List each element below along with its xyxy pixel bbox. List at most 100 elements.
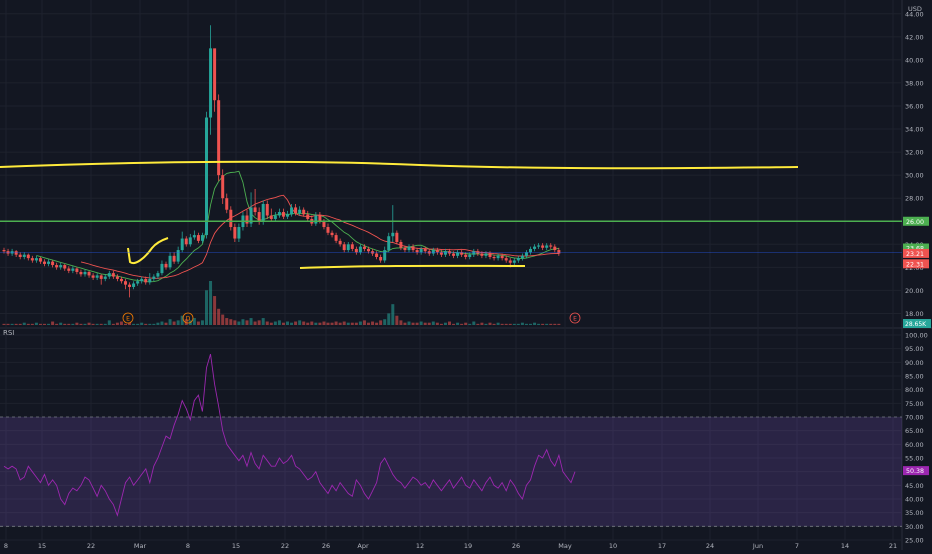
volume-bar: [221, 314, 225, 325]
volume-bar: [184, 319, 188, 325]
volume-bar: [168, 319, 172, 325]
volume-bar: [132, 323, 136, 325]
volume-bar: [379, 320, 383, 325]
rsi-tick-label: 75.00: [905, 400, 924, 408]
volume-bar: [346, 322, 350, 325]
candle-body: [269, 215, 273, 219]
candle-body: [524, 252, 528, 256]
price-label-box: [903, 216, 929, 226]
volume-bar: [443, 322, 447, 325]
candle-body: [326, 227, 330, 233]
price-tick-label: 32.00: [905, 149, 924, 157]
volume-bar: [213, 296, 217, 325]
volume-bar: [387, 313, 391, 325]
candle-body: [253, 207, 257, 213]
candle-body: [290, 207, 294, 215]
volume-bar: [403, 322, 407, 325]
time-tick-label: 14: [841, 542, 849, 550]
candle-body: [132, 283, 136, 287]
candle-body: [557, 250, 561, 254]
volume-bar: [79, 323, 83, 325]
price-label-text: 22.31: [906, 261, 924, 268]
candle-body: [160, 263, 164, 274]
candle-body: [22, 254, 26, 257]
volume-bar: [358, 321, 362, 325]
candle-body: [375, 253, 379, 257]
candle-body: [431, 250, 435, 254]
price-label-box: [903, 243, 929, 253]
volume-bar: [549, 323, 553, 325]
candle-body: [257, 212, 261, 222]
candle-body: [443, 251, 447, 255]
candle-body: [314, 215, 318, 224]
volume-bar: [205, 290, 208, 325]
candle-body: [67, 268, 71, 271]
volume-bar: [136, 323, 140, 325]
volume-bar: [367, 322, 370, 325]
event-marker-label: D: [186, 316, 191, 323]
candle-body: [14, 251, 18, 255]
volume-bar: [557, 323, 561, 325]
volume-bar: [338, 322, 342, 325]
candle-body: [152, 276, 156, 279]
volume-bar: [38, 323, 42, 325]
candle-body: [456, 252, 460, 256]
price-tick-label: 36.00: [905, 102, 924, 110]
candle-body: [156, 273, 160, 277]
volume-bar: [484, 323, 488, 325]
volume-bar: [63, 323, 67, 325]
volume-bar: [26, 323, 30, 325]
yellow-small-curve: [127, 237, 169, 264]
volume-bar: [160, 321, 164, 325]
candle-body: [439, 252, 443, 255]
price-tick-label: 44.00: [905, 10, 924, 18]
rsi-path: [3, 353, 576, 517]
candle-body: [395, 232, 399, 243]
rsi-tick-label: 85.00: [905, 373, 924, 381]
price-tick-label: 42.00: [905, 33, 924, 41]
time-tick-label: Apr: [357, 542, 369, 550]
volume-bar: [51, 321, 55, 325]
candle-body: [196, 235, 200, 241]
volume-bar: [286, 321, 289, 325]
time-tick-label: 15: [232, 542, 240, 550]
candle-body: [51, 261, 55, 266]
volume-bar: [91, 323, 95, 325]
volume-bar: [362, 320, 366, 325]
volume-bar: [375, 322, 379, 325]
volume-bar: [200, 320, 204, 325]
candle-body: [217, 100, 221, 176]
volume-bar: [480, 322, 484, 325]
candle-body: [103, 276, 107, 279]
rsi-label-box: [903, 466, 929, 476]
candle-body: [245, 215, 249, 224]
candle-body: [492, 256, 496, 259]
volume-bar: [67, 323, 71, 325]
time-tick-label: 12: [416, 542, 424, 550]
volume-bar: [553, 323, 557, 325]
candle-body: [79, 271, 83, 275]
volume-bars: [2, 281, 561, 325]
rsi-tick-label: 80.00: [905, 386, 924, 394]
candle-body: [407, 246, 411, 251]
volume-bar: [427, 322, 431, 325]
volume-bar: [448, 321, 451, 325]
volume-bar: [533, 322, 537, 325]
volume-bar: [290, 322, 294, 325]
candle-body: [399, 242, 403, 248]
user-drawings[interactable]: [0, 160, 902, 269]
rsi-tick-label: 25.00: [905, 537, 924, 545]
candle-body: [30, 258, 34, 261]
candle-body: [43, 261, 46, 264]
volume-bar: [411, 322, 415, 325]
candle-body: [508, 260, 512, 263]
volume-bar: [119, 321, 123, 325]
candle-body: [47, 261, 51, 264]
candle-body: [541, 245, 545, 248]
volume-bar: [537, 323, 541, 325]
volume-bar: [472, 321, 476, 325]
candle-body: [34, 258, 38, 261]
